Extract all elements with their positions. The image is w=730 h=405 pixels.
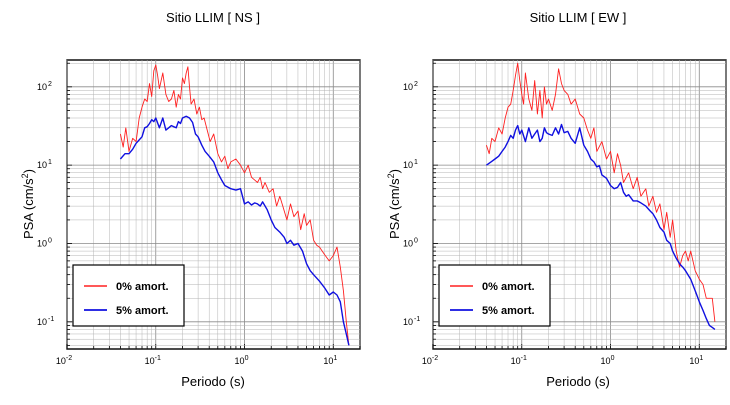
ew-chart-title: Sitio LLIM [ EW ] <box>530 10 627 25</box>
ns-x-tick-label: 101 <box>323 355 337 366</box>
ew-x-tick-labels: 10-2 10-1 100 101 <box>422 355 703 366</box>
ew-y-tick-exponent: 0 <box>414 237 418 244</box>
ew-y-tick-label: 10 <box>403 317 413 327</box>
ns-legend: 0% amort. 5% amort. <box>72 264 185 327</box>
ns-y-axis-label: PSA (cm/s2) <box>20 169 36 239</box>
ew-x-tick-label: 100 <box>601 355 615 366</box>
ns-y-tick-exponent: -1 <box>48 316 54 323</box>
ew-series-lines <box>485 62 716 330</box>
ns-series-lines <box>119 64 350 346</box>
ns-x-tick-label: 10-2 <box>56 355 72 366</box>
ns-y-tick-exponent: 0 <box>48 237 52 244</box>
ew-y-tick-label: 10 <box>403 238 413 248</box>
ns-y-tick-exponent: 2 <box>48 81 52 88</box>
ew-x-axis-label: Periodo (s) <box>546 374 610 389</box>
ew-legend-box <box>438 264 551 327</box>
ew-legend: 0% amort. 5% amort. <box>438 264 551 327</box>
ns-x-tick-label: 10-1 <box>145 355 161 366</box>
ew-y-tick-exponent: -1 <box>414 316 420 323</box>
ns-x-tick-label: 100 <box>235 355 249 366</box>
ns-legend-label-0: 0% amort. <box>116 281 169 293</box>
ns-x-axis-label: Periodo (s) <box>181 374 245 389</box>
ns-legend-box <box>72 264 185 327</box>
ns-x-tick-labels: 10-2 10-1 100 101 <box>56 355 337 366</box>
ew-y-tick-exponent: 1 <box>414 159 418 166</box>
ew-y-axis-label: PSA (cm/s2) <box>386 169 402 239</box>
ns-legend-label-1: 5% amort. <box>116 305 169 317</box>
ew-y-tick-label: 10 <box>403 160 413 170</box>
ns-chart-title: Sitio LLIM [ NS ] <box>166 10 260 25</box>
ns-y-tick-label: 10 <box>37 82 47 92</box>
ew-x-tick-label: 10-2 <box>422 355 438 366</box>
ns-y-tick-exponent: 1 <box>48 159 52 166</box>
ns-series-line-0 <box>119 64 350 346</box>
ns-y-tick-label: 10 <box>37 238 47 248</box>
ns-series-line-1 <box>119 115 350 346</box>
ew-y-tick-label: 10 <box>403 82 413 92</box>
ew-legend-label-1: 5% amort. <box>482 305 535 317</box>
ew-series-line-1 <box>485 123 716 330</box>
ew-x-tick-label: 101 <box>689 355 703 366</box>
ew-legend-label-0: 0% amort. <box>482 281 535 293</box>
ns-y-tick-label: 10 <box>37 160 47 170</box>
ns-y-tick-label: 10 <box>37 317 47 327</box>
ew-series-line-0 <box>485 62 716 322</box>
ew-y-tick-exponent: 2 <box>414 81 418 88</box>
ew-x-tick-label: 10-1 <box>511 355 527 366</box>
